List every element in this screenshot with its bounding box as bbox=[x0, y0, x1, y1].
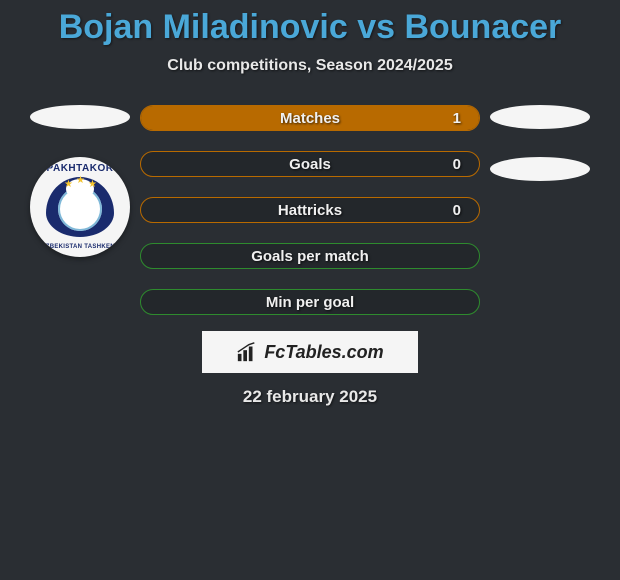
watermark-text: FcTables.com bbox=[264, 342, 383, 363]
stat-bar: Goals 0 bbox=[140, 151, 480, 177]
stat-bar-value: 1 bbox=[453, 110, 461, 127]
fctables-watermark: FcTables.com bbox=[202, 331, 418, 373]
stat-bar-value: 0 bbox=[453, 202, 461, 219]
stat-bar-label: Hattricks bbox=[278, 202, 342, 219]
badge-cotton-icon bbox=[58, 187, 102, 231]
player-left-ellipse bbox=[30, 105, 130, 129]
stat-bars: Matches 1 Goals 0 Hattricks 0 Goals per match M… bbox=[140, 105, 480, 315]
stat-bar-label: Goals bbox=[289, 156, 331, 173]
page-title: Bojan Miladinovic vs Bounacer bbox=[0, 0, 620, 47]
badge-star-icon: ★ bbox=[64, 179, 73, 190]
right-column bbox=[480, 105, 600, 315]
comparison-content: PAKHTAKOR ★ ★ ★ UZBEKISTAN TASHKENT Matc… bbox=[0, 105, 620, 315]
stat-bar-label: Min per goal bbox=[266, 294, 354, 311]
player-right-ellipse bbox=[490, 105, 590, 129]
stat-bar: Goals per match bbox=[140, 243, 480, 269]
stat-bar-label: Matches bbox=[280, 110, 340, 127]
left-column: PAKHTAKOR ★ ★ ★ UZBEKISTAN TASHKENT bbox=[20, 105, 140, 315]
stat-bar: Min per goal bbox=[140, 289, 480, 315]
stat-bar-value: 0 bbox=[453, 156, 461, 173]
badge-bottom-text: UZBEKISTAN TASHKENT bbox=[30, 244, 130, 250]
badge-top-text: PAKHTAKOR bbox=[30, 163, 130, 174]
club-badge-left: PAKHTAKOR ★ ★ ★ UZBEKISTAN TASHKENT bbox=[30, 157, 130, 257]
date-label: 22 february 2025 bbox=[0, 387, 620, 407]
badge-star-icon: ★ bbox=[88, 179, 97, 190]
stat-bar: Matches 1 bbox=[140, 105, 480, 131]
badge-star-icon: ★ bbox=[76, 175, 85, 186]
bar-chart-icon bbox=[236, 341, 258, 363]
stat-bar: Hattricks 0 bbox=[140, 197, 480, 223]
stat-bar-label: Goals per match bbox=[251, 248, 369, 265]
club-right-ellipse bbox=[490, 157, 590, 181]
page-subtitle: Club competitions, Season 2024/2025 bbox=[0, 57, 620, 75]
badge-ring: PAKHTAKOR ★ ★ ★ UZBEKISTAN TASHKENT bbox=[30, 157, 130, 257]
